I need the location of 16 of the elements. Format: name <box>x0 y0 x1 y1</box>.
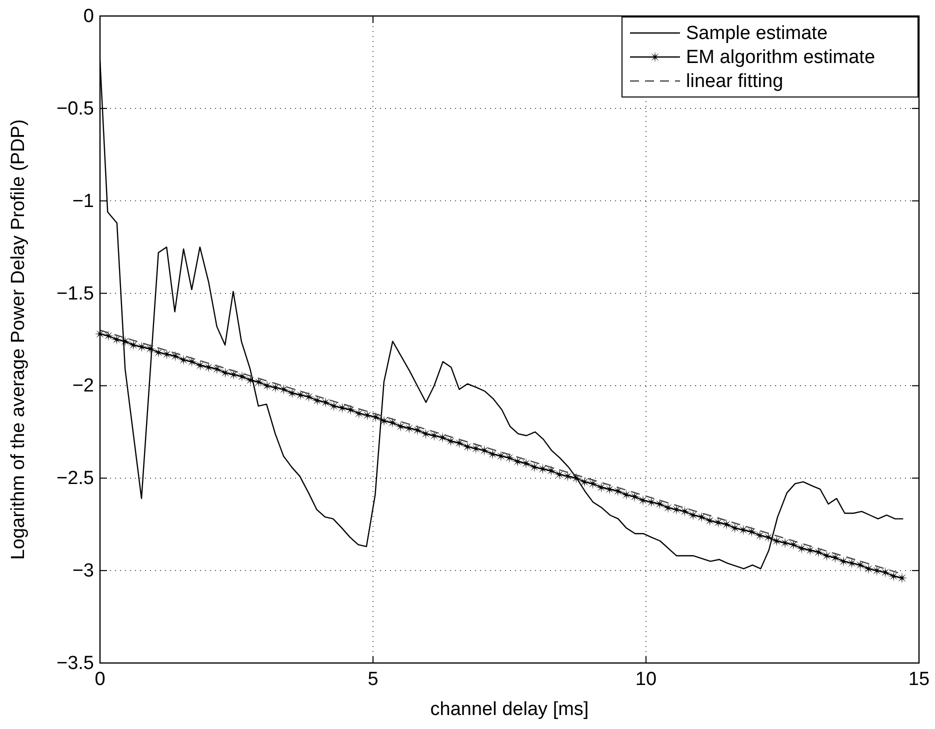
x-tick-label: 5 <box>368 669 378 690</box>
legend-label: linear fitting <box>686 71 784 92</box>
legend-label: Sample estimate <box>686 23 828 44</box>
y-tick-label: −0.5 <box>56 98 94 120</box>
y-tick-label: −1.5 <box>56 283 94 304</box>
y-tick-label: 0 <box>83 6 94 27</box>
x-tick-label: 10 <box>635 669 657 690</box>
x-tick-label: 15 <box>908 669 930 690</box>
x-axis-title: channel delay [ms] <box>430 699 589 720</box>
y-tick-label: −3 <box>72 560 94 582</box>
y-tick-label: −3.5 <box>56 653 94 674</box>
y-tick-label: −2.5 <box>56 468 94 490</box>
y-tick-label: −2 <box>72 376 94 397</box>
legend-label: EM algorithm estimate <box>686 47 876 68</box>
y-tick-label: −1 <box>72 190 94 212</box>
y-axis-title: Logarithm of the average Power Delay Profile (PDP) <box>8 119 29 560</box>
